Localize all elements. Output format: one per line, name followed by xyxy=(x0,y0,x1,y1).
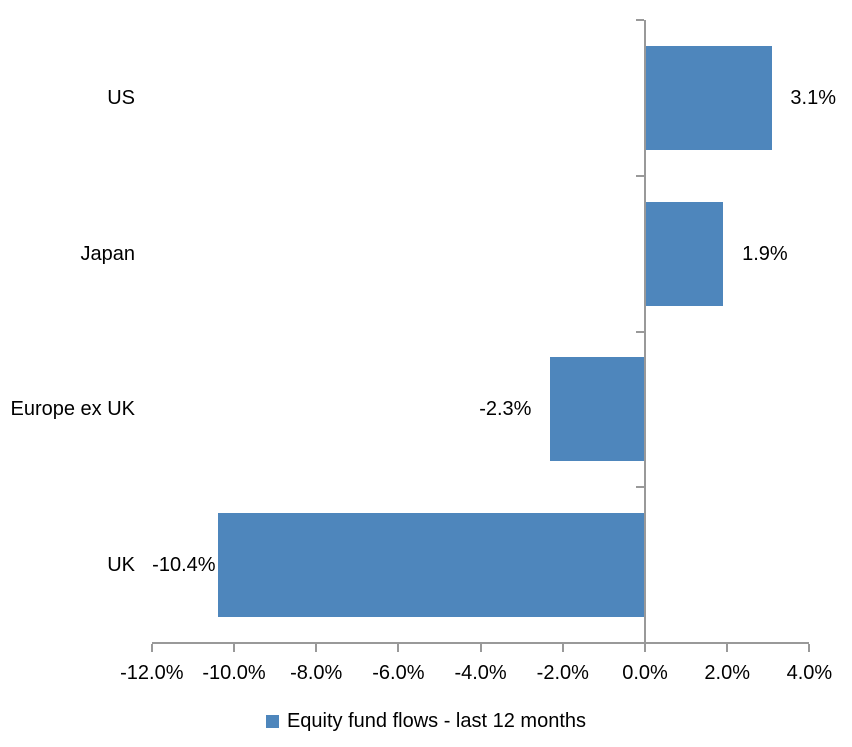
x-tick-label-6-0: -6.0% xyxy=(372,662,425,684)
x-axis-tick-2-0 xyxy=(561,644,564,652)
x-tick-label-4-0: 4.0% xyxy=(786,662,833,684)
bar-uk xyxy=(217,513,645,618)
value-label-japan: 1.9% xyxy=(742,242,788,265)
legend-label: Equity fund flows - last 12 months xyxy=(286,709,587,732)
value-label-europe-ex-uk: -2.3% xyxy=(479,398,532,421)
x-tick-label-0-0: 0.0% xyxy=(622,662,668,684)
x-tick-label-2-0: 2.0% xyxy=(704,662,750,684)
category-label-us: US xyxy=(107,86,135,109)
category-label-uk: UK xyxy=(107,554,135,577)
category-label-europe-ex-uk: Europe ex UK xyxy=(10,398,135,421)
x-axis-tick-10-0 xyxy=(233,644,235,652)
x-tick-label-12-0: -12.0% xyxy=(120,662,184,684)
x-tick-label-8-0: -8.0% xyxy=(290,662,343,684)
x-tick-label-4-0: -4.0% xyxy=(454,662,507,684)
legend: Equity fund flows - last 12 months xyxy=(0,706,852,736)
x-axis-line xyxy=(151,642,810,644)
y-axis-tick-1 xyxy=(636,174,644,177)
bar-japan xyxy=(645,201,724,306)
y-axis-line xyxy=(644,20,646,643)
y-axis-tick-3 xyxy=(636,486,644,489)
y-axis-tick-2 xyxy=(636,330,644,333)
bar-us xyxy=(645,45,773,150)
y-axis-tick-0 xyxy=(636,19,644,21)
value-label-uk: -10.4% xyxy=(152,554,216,577)
x-tick-label-2-0: -2.0% xyxy=(536,662,589,684)
x-axis-tick-8-0 xyxy=(315,644,318,652)
category-label-japan: Japan xyxy=(80,242,136,265)
x-axis-tick-2-0 xyxy=(726,644,729,652)
x-axis-tick-6-0 xyxy=(397,644,400,652)
legend-swatch-icon xyxy=(265,714,279,728)
bar-europe-ex-uk xyxy=(550,357,645,462)
x-axis-tick-4-0 xyxy=(808,644,811,652)
x-axis-tick-0-0 xyxy=(644,644,646,652)
x-tick-label-10-0: -10.0% xyxy=(202,662,266,684)
value-label-us: 3.1% xyxy=(790,86,836,109)
x-axis-tick-12-0 xyxy=(150,644,153,652)
x-axis-tick-4-0 xyxy=(479,644,482,652)
